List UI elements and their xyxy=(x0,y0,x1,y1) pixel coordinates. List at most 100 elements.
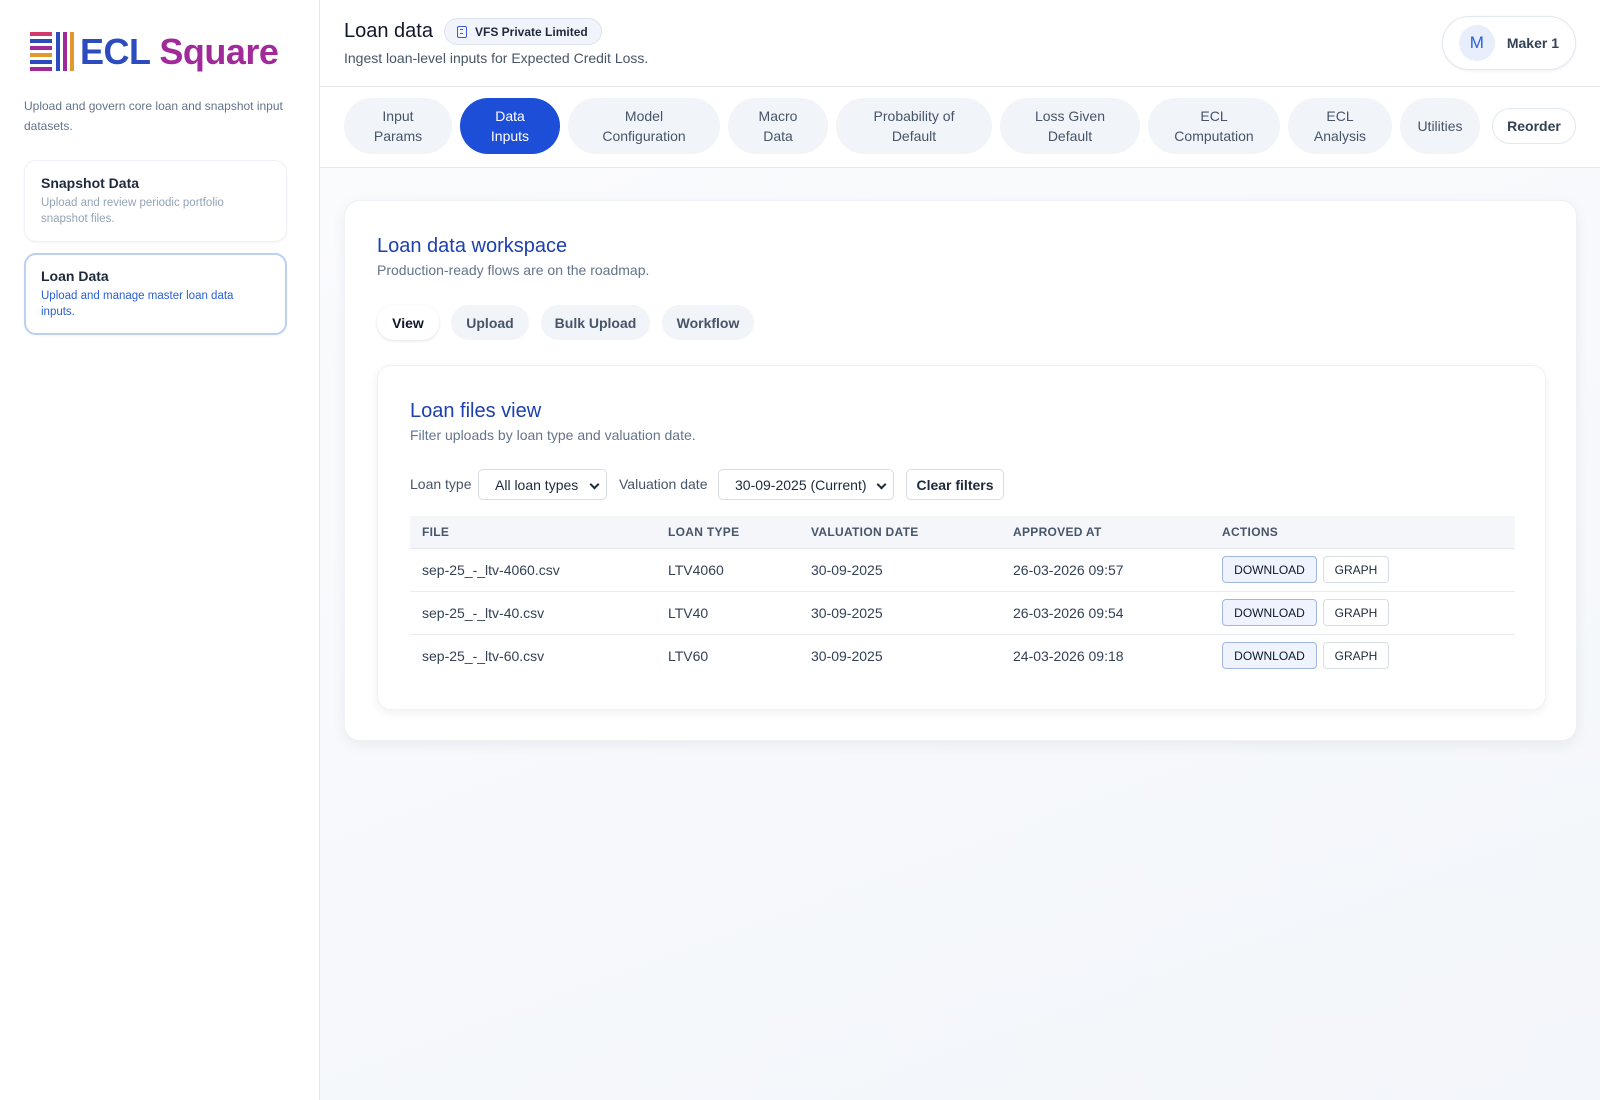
module-tabs: Input Params Data Inputs Model Configuratio… xyxy=(320,87,1600,168)
tab-label-line1: Data xyxy=(495,108,525,124)
avatar: M xyxy=(1458,25,1495,61)
tab-label-line1: ECL xyxy=(1326,108,1354,124)
user-menu[interactable]: M Maker 1 xyxy=(1441,16,1576,70)
tab-macro-data[interactable]: Macro Data xyxy=(728,98,828,154)
column-header-valuation-date: VALUATION DATE xyxy=(799,516,1001,549)
page-subtitle: Ingest loan-level inputs for Expected Cr… xyxy=(344,50,649,66)
main-content: Loan data workspace Production-ready flo… xyxy=(320,168,1600,1100)
valuation-date-select[interactable]: 30-09-2025 (Current) xyxy=(718,469,894,500)
loan-type: LTV4060 xyxy=(656,548,799,592)
org-name: VFS Private Limited xyxy=(475,24,588,39)
page-title: Loan data xyxy=(344,20,433,42)
sidebar-item-loan-data[interactable]: Loan Data Upload and manage master loan … xyxy=(24,253,287,335)
row-actions: DOWNLOAD GRAPH xyxy=(1210,634,1515,677)
table-row: sep-25_-_ltv-60.csv LTV60 30-09-2025 24-… xyxy=(410,634,1515,677)
loan-files-table: FILE LOAN TYPE VALUATION DATE APPROVED A… xyxy=(410,516,1515,677)
valuation-date-label: Valuation date xyxy=(619,476,708,492)
tab-label-line2: Default xyxy=(891,128,937,144)
building-icon xyxy=(457,25,467,38)
clear-filters-button[interactable]: Clear filters xyxy=(906,469,1004,500)
download-button[interactable]: DOWNLOAD xyxy=(1222,599,1317,626)
subtab-bulk-upload[interactable]: Bulk Upload xyxy=(541,305,650,340)
table-row: sep-25_-_ltv-4060.csv LTV4060 30-09-2025… xyxy=(410,548,1515,592)
sidebar-description: Upload and govern core loan and snapshot… xyxy=(24,99,283,133)
tab-label-line1: Loss Given xyxy=(1034,108,1106,124)
loan-type-label: Loan type xyxy=(410,476,472,492)
tab-label-line2: Default xyxy=(1047,128,1093,144)
row-actions: DOWNLOAD GRAPH xyxy=(1210,548,1515,592)
brand-ecl: ECL xyxy=(80,31,150,72)
loan-files-subtitle: Filter uploads by loan type and valuatio… xyxy=(410,427,696,443)
tab-label-line1: Model xyxy=(624,108,664,124)
sidebar-item-desc: Upload and manage master loan data input… xyxy=(41,290,234,318)
loan-type-select[interactable]: All loan types xyxy=(478,469,607,500)
tab-label-line2: Params xyxy=(373,128,423,144)
approved-at: 26-03-2026 09:54 xyxy=(1001,591,1210,635)
tab-input-params[interactable]: Input Params xyxy=(344,98,452,154)
brand-logo[interactable]: ECL Square xyxy=(28,30,279,74)
file-name: sep-25_-_ltv-4060.csv xyxy=(410,548,656,592)
loan-files-card: Loan files view Filter uploads by loan t… xyxy=(377,365,1546,710)
tab-loss-given-default[interactable]: Loss Given Default xyxy=(1000,98,1140,154)
valuation-date: 30-09-2025 xyxy=(799,591,1001,635)
table-header-row: FILE LOAN TYPE VALUATION DATE APPROVED A… xyxy=(410,516,1515,549)
column-header-approved-at: APPROVED AT xyxy=(1001,516,1210,549)
reorder-button[interactable]: Reorder xyxy=(1492,108,1576,144)
loan-type: LTV40 xyxy=(656,591,799,635)
column-header-file: FILE xyxy=(410,516,656,549)
approved-at: 24-03-2026 09:18 xyxy=(1013,647,1124,664)
page-header: Loan data VFS Private Limited Ingest loa… xyxy=(320,0,1600,87)
subtab-view[interactable]: View xyxy=(377,305,439,340)
sidebar: ECL Square Upload and govern core loan a… xyxy=(0,0,320,1100)
tab-data-inputs[interactable]: Data Inputs xyxy=(460,98,560,154)
sidebar-item-title: Snapshot Data xyxy=(41,175,140,191)
workspace-subtitle: Production-ready flows are on the roadma… xyxy=(377,262,650,278)
tab-ecl-analysis[interactable]: ECL Analysis xyxy=(1288,98,1392,154)
sidebar-item-snapshot-data[interactable]: Snapshot Data Upload and review periodic… xyxy=(24,160,287,242)
brand-square: Square xyxy=(159,31,279,72)
file-name: sep-25_-_ltv-40.csv xyxy=(410,591,656,635)
loan-files-title: Loan files view xyxy=(410,400,542,422)
graph-button[interactable]: GRAPH xyxy=(1323,556,1389,583)
workspace-card: Loan data workspace Production-ready flo… xyxy=(344,200,1577,741)
loan-type-value: All loan types xyxy=(495,476,579,493)
org-badge[interactable]: VFS Private Limited xyxy=(444,18,602,45)
table-row: sep-25_-_ltv-40.csv LTV40 30-09-2025 26-… xyxy=(410,591,1515,635)
valuation-date-value: 30-09-2025 (Current) xyxy=(735,476,867,493)
sidebar-item-desc: Upload and review periodic portfolio sna… xyxy=(41,197,224,225)
file-name: sep-25_-_ltv-60.csv xyxy=(422,647,545,664)
graph-button[interactable]: GRAPH xyxy=(1323,642,1389,670)
tab-label-line1: ECL xyxy=(1200,108,1228,124)
tab-probability-of-default[interactable]: Probability of Default xyxy=(836,98,992,154)
chevron-down-icon xyxy=(589,479,600,490)
tab-label-line1: Probability of xyxy=(873,108,955,124)
row-actions: DOWNLOAD GRAPH xyxy=(1210,591,1515,635)
user-name: Maker 1 xyxy=(1506,35,1559,51)
logo-mark-icon xyxy=(28,30,76,74)
tab-label-line2: Data xyxy=(763,128,793,144)
tab-label-line1: Macro xyxy=(758,108,798,124)
tab-label-line1: Utilities xyxy=(1417,118,1463,134)
tab-label-line2: Inputs xyxy=(490,128,530,144)
tab-label-line2: Analysis xyxy=(1313,128,1367,144)
chevron-down-icon xyxy=(876,479,887,490)
download-button[interactable]: DOWNLOAD xyxy=(1222,642,1317,670)
column-header-loan-type: LOAN TYPE xyxy=(656,516,799,549)
tab-label-line1: Input xyxy=(382,108,414,124)
tab-ecl-computation[interactable]: ECL Computation xyxy=(1148,98,1280,154)
tab-utilities[interactable]: Utilities xyxy=(1400,98,1480,154)
workspace-title: Loan data workspace xyxy=(377,235,568,257)
loan-type: LTV60 xyxy=(668,647,709,664)
brand-wordmark: ECL Square xyxy=(80,30,279,74)
valuation-date: 30-09-2025 xyxy=(811,647,883,664)
column-header-actions: ACTIONS xyxy=(1210,516,1515,549)
graph-button[interactable]: GRAPH xyxy=(1323,599,1389,626)
download-button[interactable]: DOWNLOAD xyxy=(1222,556,1317,583)
valuation-date: 30-09-2025 xyxy=(799,548,1001,592)
sidebar-item-title: Loan Data xyxy=(41,268,109,284)
subtab-workflow[interactable]: Workflow xyxy=(662,305,754,340)
tab-model-configuration[interactable]: Model Configuration xyxy=(568,98,720,154)
subtab-upload[interactable]: Upload xyxy=(451,305,529,340)
tab-label-line2: Configuration xyxy=(602,128,686,144)
tab-label-line2: Computation xyxy=(1174,128,1254,144)
